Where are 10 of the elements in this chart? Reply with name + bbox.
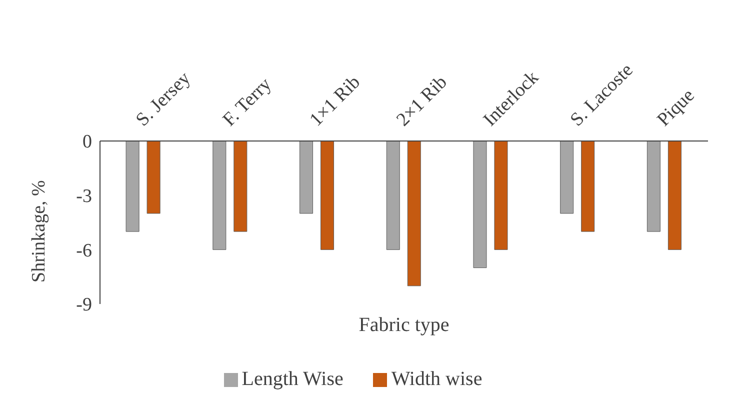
y-tick-label: 0	[82, 132, 92, 153]
y-tick-label: -9	[76, 294, 92, 316]
y-tick-label: -6	[76, 240, 92, 262]
x-tick-label: 2×1 Rib	[392, 72, 452, 131]
y-tick-label: -3	[76, 186, 92, 208]
legend-label: Length Wise	[242, 368, 344, 390]
x-axis-title: Fabric type	[358, 314, 450, 337]
legend-label: Width wise	[391, 368, 482, 390]
x-tick-label: 1×1 Rib	[306, 72, 364, 131]
y-axis-title: Shrinkage, %	[28, 180, 50, 282]
